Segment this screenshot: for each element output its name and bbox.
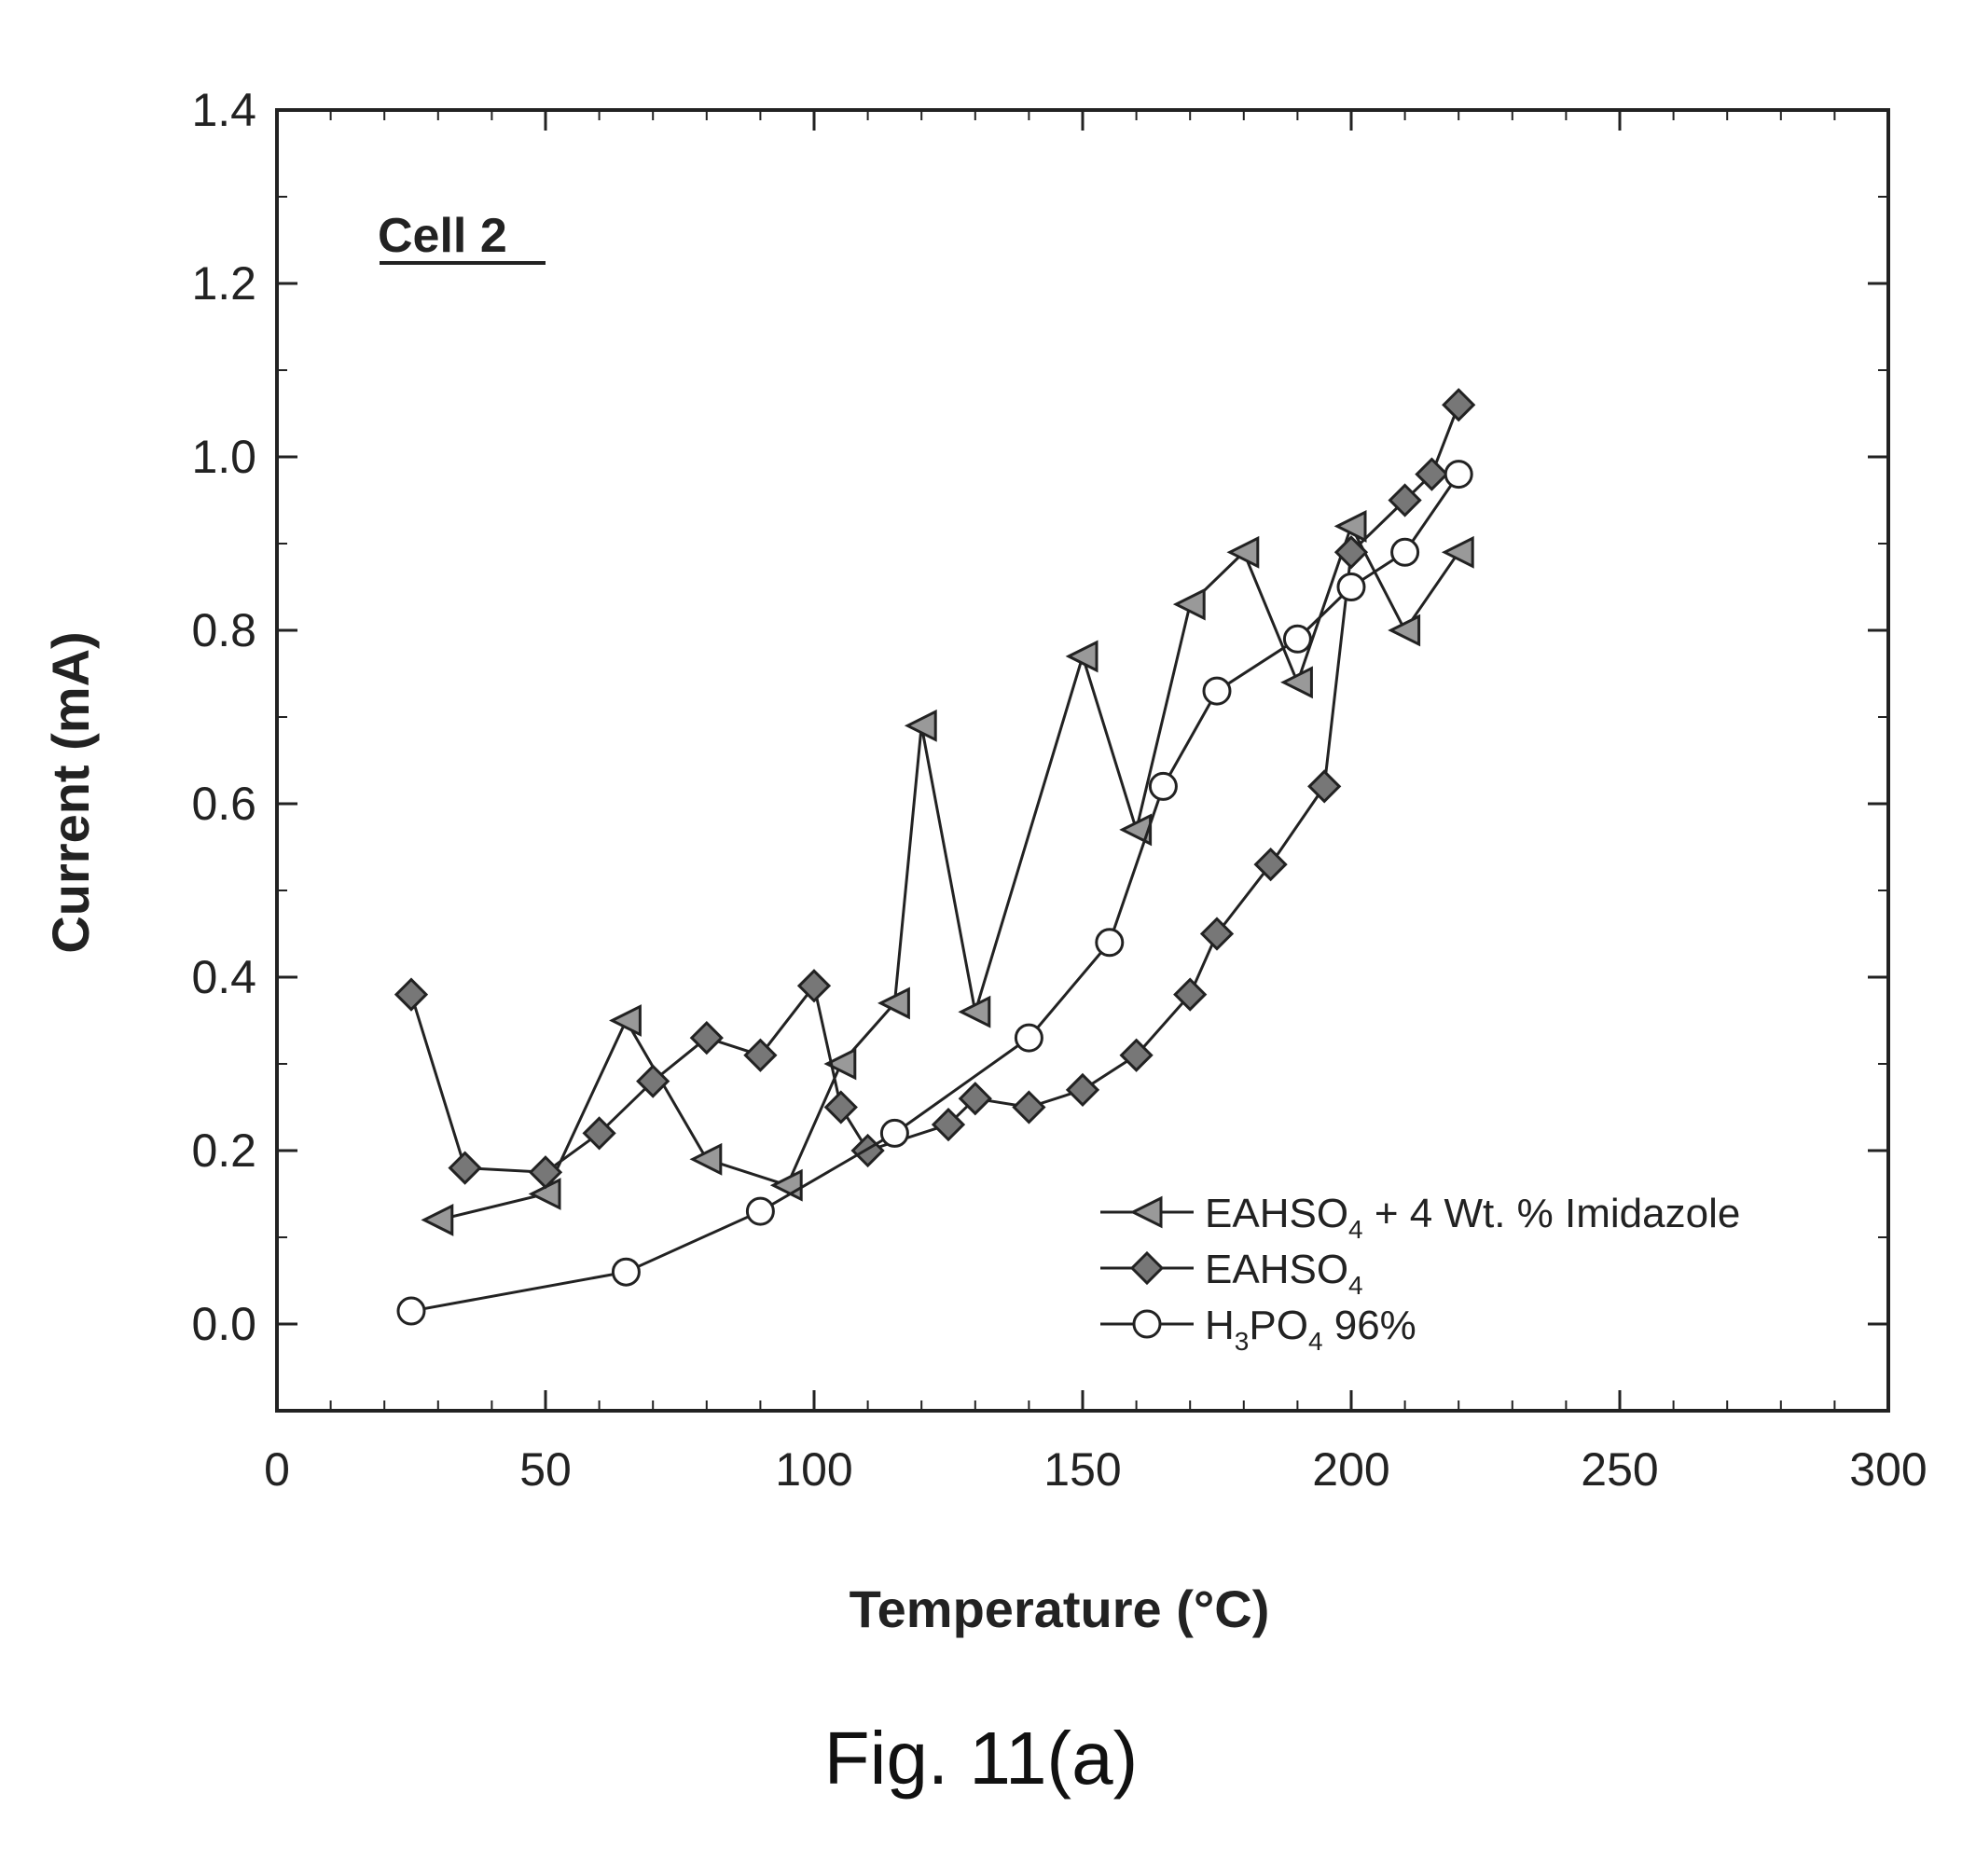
data-point (961, 998, 989, 1026)
x-tick-label: 0 (264, 1443, 290, 1496)
x-tick-label: 300 (1849, 1443, 1927, 1496)
data-point (1176, 590, 1204, 618)
legend-label: EAHSO4 + 4 Wt. % Imidazole (1205, 1191, 1740, 1244)
y-axis-label: Current (mA) (41, 631, 100, 953)
data-point (1204, 678, 1230, 704)
annotation-cell-label: Cell 2 (378, 209, 507, 263)
data-point (1016, 1025, 1042, 1051)
legend: EAHSO4 + 4 Wt. % ImidazoleEAHSO4H3PO4 96… (1100, 1191, 1740, 1356)
data-point (450, 1153, 480, 1183)
legend-marker (1132, 1253, 1162, 1283)
y-tick-label: 0.4 (191, 951, 256, 1003)
data-point (826, 1093, 856, 1123)
data-point (1014, 1093, 1043, 1123)
x-tick-label: 50 (519, 1443, 572, 1496)
data-point (398, 1298, 424, 1324)
y-tick-label: 0.0 (191, 1298, 256, 1350)
data-point (692, 1023, 722, 1053)
axes: 0 50 100 150 200 250 300 0.0 0.2 0.4 0.6 0.8 1.0 1.2 1… (191, 84, 1927, 1496)
y-tick-label: 1.0 (191, 431, 256, 483)
series-line (411, 475, 1458, 1311)
data-point (799, 971, 829, 1000)
data-point (1444, 390, 1473, 420)
data-point (1284, 626, 1310, 652)
y-tick-label: 1.4 (191, 84, 256, 136)
data-point (396, 980, 426, 1010)
data-point (1444, 538, 1472, 566)
figure-caption: Fig. 11(a) (0, 1716, 1962, 1801)
legend-marker (1133, 1198, 1161, 1226)
data-point (853, 1136, 883, 1166)
data-point (881, 1120, 907, 1146)
y-tick-label: 1.2 (191, 257, 256, 310)
x-tick-label: 100 (775, 1443, 852, 1496)
data-point (613, 1259, 639, 1285)
data-point (1392, 539, 1418, 565)
x-tick-label: 200 (1312, 1443, 1389, 1496)
legend-marker (1134, 1311, 1160, 1337)
legend-label: EAHSO4 (1205, 1247, 1363, 1300)
legend-label: H3PO4 96% (1205, 1303, 1416, 1356)
series-1 (396, 390, 1473, 1187)
data-point (747, 1198, 773, 1224)
data-point (612, 1007, 640, 1035)
data-point (1445, 462, 1472, 488)
data-point (424, 1206, 452, 1234)
data-point (1068, 1075, 1098, 1105)
data-point (1150, 773, 1176, 799)
data-point (1256, 849, 1286, 879)
data-point (745, 1041, 775, 1070)
data-point (1309, 771, 1339, 801)
data-point (1338, 574, 1364, 600)
x-tick-label: 250 (1581, 1443, 1658, 1496)
y-tick-label: 0.6 (191, 778, 256, 830)
data-point (1283, 669, 1311, 697)
data-point (693, 1145, 721, 1173)
series-line (411, 405, 1458, 1172)
x-axis-label: Temperature (°C) (850, 1579, 1270, 1638)
y-tick-label: 0.2 (191, 1124, 256, 1177)
data-point (1097, 930, 1123, 956)
data-point (1202, 919, 1232, 949)
x-tick-label: 150 (1043, 1443, 1121, 1496)
data-point (1069, 642, 1097, 670)
series-layer (396, 390, 1473, 1324)
chart: 0 50 100 150 200 250 300 0.0 0.2 0.4 0.6 0.8 1.0 1.2 1… (0, 0, 1962, 1876)
data-point (1391, 616, 1419, 644)
y-tick-label: 0.8 (191, 604, 256, 656)
